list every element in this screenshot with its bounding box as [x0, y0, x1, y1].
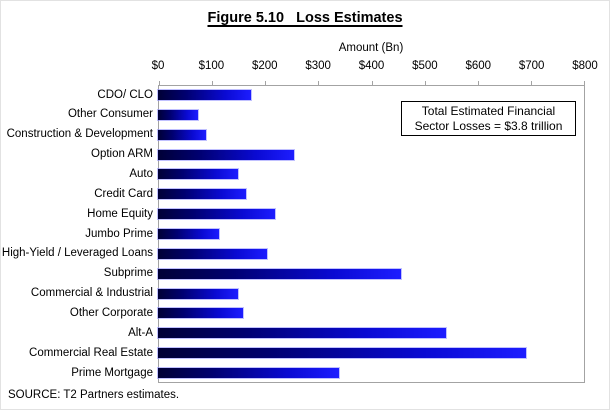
category-label: Credit Card [94, 187, 153, 200]
category-label: High-Yield / Leveraged Loans [1, 247, 153, 260]
x-tick-mark [318, 81, 320, 85]
category-label: Home Equity [87, 207, 153, 220]
bar-track [158, 164, 585, 184]
x-tick-mark [424, 81, 426, 85]
x-tick-label: $800 [572, 60, 598, 72]
bar-track [158, 343, 585, 363]
bar-track [158, 85, 585, 105]
annotation-box: Total Estimated Financial Sector Losses … [401, 101, 576, 136]
bar-track [158, 125, 585, 145]
bar-track [158, 184, 585, 204]
bar-row: Other Corporate [1, 303, 585, 323]
x-tick-label: $500 [412, 60, 438, 72]
x-tick-mark [212, 81, 214, 85]
x-tick-label: $300 [305, 60, 331, 72]
bar-row: Alt-A [1, 323, 585, 343]
bar-track [158, 284, 585, 304]
x-axis-title: Amount (Bn) [338, 42, 404, 54]
bar-row: Subprime [1, 264, 585, 284]
bar [158, 129, 207, 140]
category-label: Construction & Development [6, 128, 153, 141]
bar [158, 149, 295, 160]
bar [158, 89, 252, 100]
bar [158, 308, 244, 319]
annotation-line-2: Sector Losses = $3.8 trillion [414, 118, 563, 133]
category-label: CDO/ CLO [97, 88, 153, 101]
x-tick-label: $0 [151, 60, 165, 72]
bar [158, 268, 401, 279]
x-tick-mark [530, 81, 532, 85]
bar-row: Construction & Development [1, 125, 585, 145]
x-tick-mark [477, 81, 479, 85]
category-label: Other Corporate [69, 307, 153, 320]
category-label: Prime Mortgage [71, 366, 153, 379]
annotation-line-1: Total Estimated Financial [421, 103, 556, 118]
bar [158, 248, 268, 259]
bar-track [158, 145, 585, 165]
x-tick-label: $100 [198, 60, 225, 72]
x-tick-mark [371, 81, 373, 85]
category-label: Commercial Real Estate [29, 346, 153, 359]
bar-row: Commercial Real Estate [1, 343, 585, 363]
category-label: Auto [129, 168, 153, 181]
bar-track [158, 363, 585, 383]
bar-row: Jumbo Prime [1, 224, 585, 244]
bar-track [158, 244, 585, 264]
source-note: SOURCE: T2 Partners estimates. [8, 389, 180, 401]
x-tick-label: $400 [358, 60, 385, 72]
bar-row: Prime Mortgage [1, 363, 585, 383]
bar-track [158, 323, 585, 343]
bar [158, 228, 220, 239]
bar-track [158, 303, 585, 323]
bar [158, 288, 239, 299]
category-label: Alt-A [128, 326, 153, 339]
bar-rows: CDO/ CLO Other Consumer Construction & Dev… [1, 85, 585, 383]
bar-row: Commercial & Industrial [1, 284, 585, 304]
bar-track [158, 204, 585, 224]
bar-track [158, 105, 585, 125]
bar-track [158, 224, 585, 244]
x-axis-tick-labels: $0 $100 $200 $300 $400 $500 $600 $700 $800 [1, 60, 609, 75]
bar [158, 348, 527, 359]
category-label: Commercial & Industrial [30, 287, 153, 300]
category-label: Option ARM [91, 148, 153, 161]
bar-row: Credit Card [1, 184, 585, 204]
bar [158, 209, 276, 220]
x-tick-label: $600 [465, 60, 492, 72]
bar-row: CDO/ CLO [1, 85, 585, 105]
bar [158, 328, 447, 339]
bar [158, 109, 199, 120]
bar-row: High-Yield / Leveraged Loans [1, 244, 585, 264]
x-tick-label: $200 [251, 60, 278, 72]
category-label: Jumbo Prime [85, 227, 153, 240]
x-tick-label: $700 [518, 60, 545, 72]
bar [158, 169, 239, 180]
category-label: Subprime [103, 267, 153, 280]
bar-row: Home Equity [1, 204, 585, 224]
category-label: Other Consumer [67, 108, 153, 121]
bar-track [158, 264, 585, 284]
bar-row: Auto [1, 164, 585, 184]
bar-row: Other Consumer [1, 105, 585, 125]
x-tick-mark [159, 81, 160, 85]
figure-title: Figure 5.10 Loss Estimates [207, 10, 403, 26]
bar [158, 189, 247, 200]
bar-row: Option ARM [1, 145, 585, 165]
x-tick-mark [265, 81, 267, 85]
x-tick-mark [584, 81, 585, 85]
bar [158, 367, 340, 378]
